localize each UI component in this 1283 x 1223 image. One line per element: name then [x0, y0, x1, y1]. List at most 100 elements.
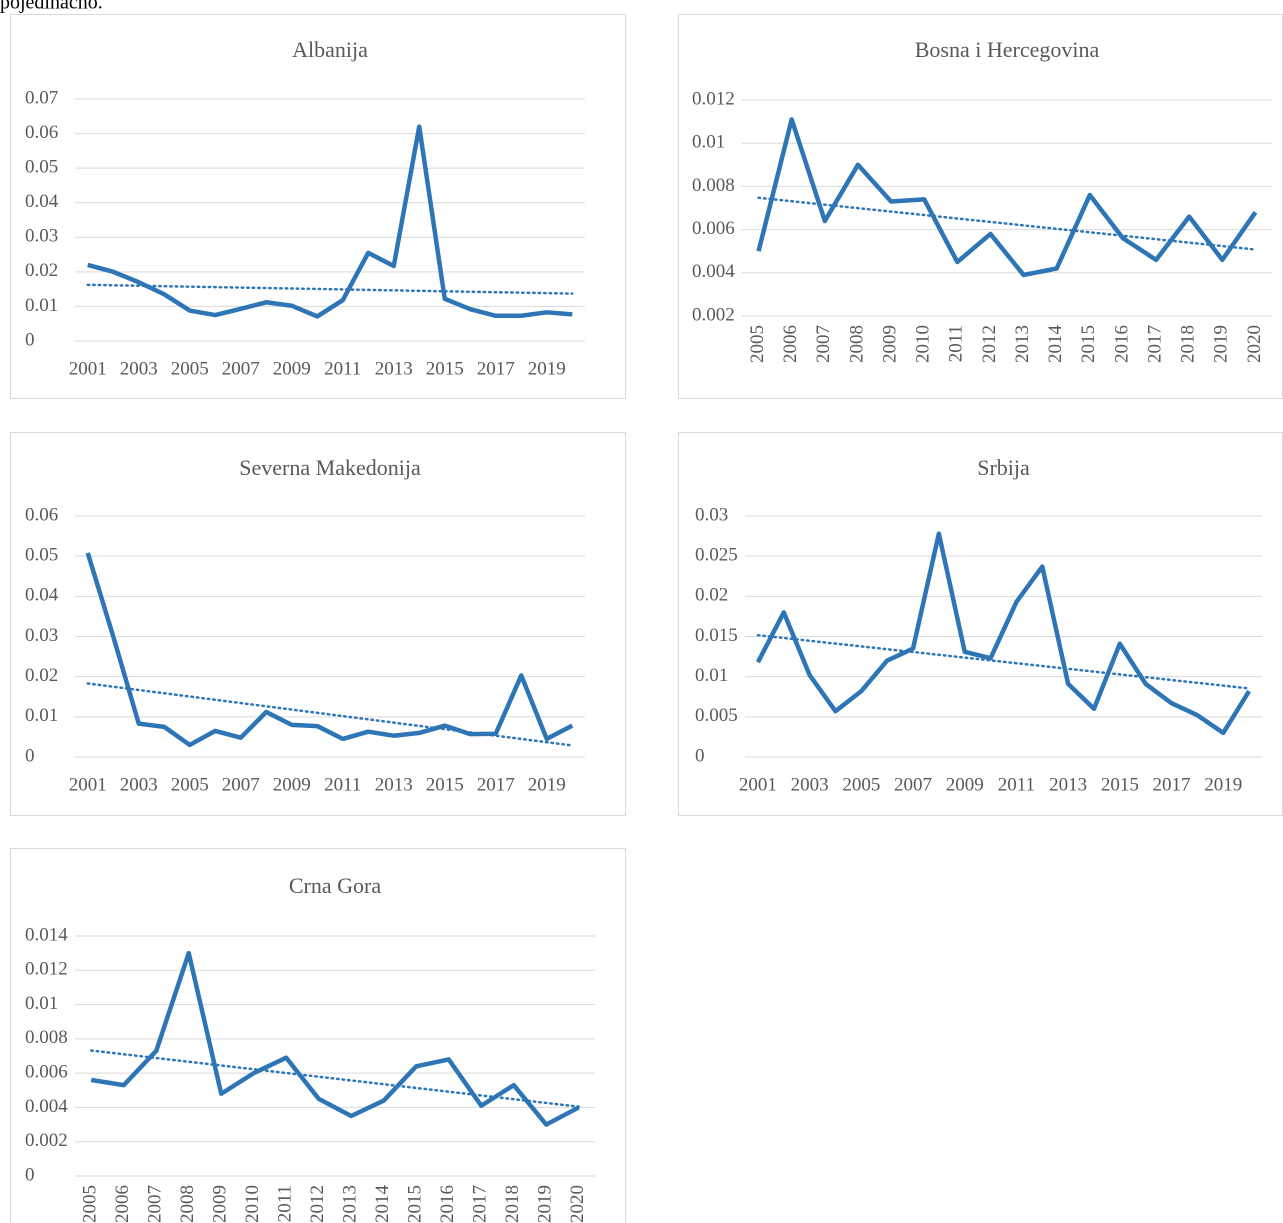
- y-tick-label: 0.006: [25, 1062, 68, 1083]
- x-tick-label: 2005: [171, 358, 209, 379]
- x-tick-label: 2013: [375, 358, 413, 379]
- header-text: pojedinačno.: [0, 0, 103, 14]
- x-tick-label: 2018: [502, 1185, 523, 1223]
- x-tick-label: 2010: [913, 325, 934, 363]
- x-tick-label: 2019: [528, 774, 566, 795]
- x-tick-label: 2009: [273, 774, 311, 795]
- x-tick-label: 2003: [120, 358, 158, 379]
- x-tick-label: 2019: [528, 358, 566, 379]
- data-line: [85, 552, 574, 748]
- x-tick-label: 2001: [739, 774, 777, 795]
- y-tick-label: 0.002: [692, 304, 735, 325]
- y-tick-label: 0.06: [25, 504, 58, 525]
- x-tick-label: 2017: [470, 1185, 491, 1223]
- y-tick-label: 0.004: [692, 261, 735, 282]
- y-tick-label: 0: [25, 1164, 35, 1185]
- data-line: [755, 531, 1251, 736]
- x-tick-label: 2014: [372, 1185, 393, 1223]
- y-tick-label: 0.03: [25, 226, 58, 247]
- y-tick-label: 0.006: [692, 218, 735, 239]
- chart-title: Bosna i Hercegovina: [915, 37, 1100, 62]
- x-tick-label: 2018: [1178, 325, 1199, 363]
- chart: Srbija 0 0.005 0.01 0.015 0.02 0.025 0.03 2001 20…: [678, 432, 1283, 816]
- x-tick-label: 2020: [567, 1185, 588, 1223]
- x-tick-label: 2005: [747, 325, 768, 363]
- y-tick-label: 0.03: [25, 625, 58, 646]
- x-tick-label: 2006: [780, 325, 801, 363]
- chart: Crna Gora 0 0.002 0.004 0.006 0.008 0.01 0.012 0…: [10, 848, 626, 1223]
- x-tick-label: 2017: [477, 774, 515, 795]
- y-tick-label: 0.02: [25, 665, 58, 686]
- x-tick-label: 2013: [340, 1185, 361, 1223]
- y-tick-label: 0.02: [695, 585, 728, 606]
- y-tick-label: 0.01: [25, 295, 58, 316]
- x-tick-label: 2009: [879, 325, 900, 363]
- y-tick-label: 0: [25, 745, 35, 766]
- x-tick-label: 2015: [1078, 325, 1099, 363]
- x-tick-label: 2016: [1111, 325, 1132, 363]
- y-tick-label: 0.015: [695, 625, 738, 646]
- chart-title: Albanija: [292, 37, 368, 62]
- x-tick-label: 2013: [375, 774, 413, 795]
- y-tick-label: 0: [25, 329, 35, 350]
- x-tick-label: 2007: [813, 325, 834, 363]
- y-tick-label: 0.01: [695, 665, 728, 686]
- x-tick-label: 2010: [242, 1185, 263, 1223]
- x-tick-label: 2017: [477, 358, 515, 379]
- chart-frame: [10, 14, 626, 399]
- x-tick-label: 2015: [1101, 774, 1139, 795]
- x-tick-label: 2009: [210, 1185, 231, 1223]
- x-tick-label: 2013: [1049, 774, 1087, 795]
- x-tick-label: 2019: [535, 1185, 556, 1223]
- y-tick-label: 0.005: [695, 705, 738, 726]
- x-tick-label: 2017: [1153, 774, 1191, 795]
- x-tick-label: 2006: [112, 1185, 133, 1223]
- chart-frame: [10, 848, 626, 1223]
- y-tick-label: 0.014: [25, 924, 68, 945]
- y-tick-label: 0.012: [25, 959, 68, 980]
- chart: Albanija 0 0.01 0.02 0.03 0.04 0.05 0.06 0.07 200…: [10, 14, 626, 399]
- chart: Severna Makedonija 0 0.01 0.02 0.03 0.04 0.05 0…: [10, 432, 626, 816]
- trendline: [757, 196, 1257, 251]
- y-tick-label: 0.05: [25, 545, 58, 566]
- x-tick-label: 2019: [1204, 774, 1242, 795]
- x-tick-label: 2014: [1045, 325, 1066, 364]
- y-tick-label: 0: [695, 745, 705, 766]
- y-tick-label: 0.03: [695, 504, 728, 525]
- x-tick-label: 2007: [222, 774, 260, 795]
- x-tick-label: 2011: [275, 1185, 296, 1222]
- y-tick-label: 0.06: [25, 122, 58, 143]
- chart-title: Crna Gora: [289, 873, 381, 898]
- x-tick-label: 2013: [1012, 325, 1033, 363]
- x-tick-label: 2019: [1211, 325, 1232, 363]
- y-tick-label: 0.07: [25, 87, 58, 108]
- x-tick-label: 2015: [426, 774, 464, 795]
- chart-frame: [678, 14, 1283, 399]
- x-tick-label: 2012: [979, 325, 1000, 363]
- chart: Bosna i Hercegovina 0.002 0.004 0.006 0.008 0…: [678, 14, 1283, 399]
- x-tick-label: 2009: [946, 774, 984, 795]
- trendline: [86, 283, 574, 295]
- x-tick-label: 2011: [998, 774, 1035, 795]
- y-tick-label: 0.012: [692, 88, 735, 109]
- chart-title: Severna Makedonija: [239, 455, 421, 480]
- chart-frame: [678, 432, 1283, 816]
- y-tick-label: 0.01: [692, 132, 725, 153]
- x-tick-label: 2008: [177, 1185, 198, 1223]
- y-tick-label: 0.02: [25, 260, 58, 281]
- y-tick-label: 0.025: [695, 545, 738, 566]
- x-tick-label: 2003: [120, 774, 158, 795]
- y-tick-label: 0.04: [25, 191, 59, 212]
- x-tick-label: 2005: [171, 774, 209, 795]
- x-tick-label: 2007: [145, 1185, 166, 1223]
- x-tick-label: 2005: [80, 1185, 101, 1223]
- x-tick-label: 2009: [273, 358, 311, 379]
- chart-frame: [10, 432, 626, 816]
- x-tick-label: 2011: [324, 774, 361, 795]
- chart-title: Srbija: [977, 455, 1030, 480]
- y-tick-label: 0.01: [25, 705, 58, 726]
- x-tick-label: 2005: [842, 774, 880, 795]
- x-tick-label: 2011: [946, 325, 967, 362]
